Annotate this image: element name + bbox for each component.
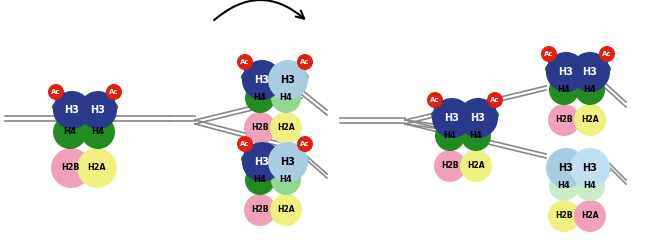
Text: H2B: H2B (555, 116, 573, 124)
Circle shape (541, 46, 557, 62)
Text: H4: H4 (584, 86, 597, 94)
Text: H3: H3 (445, 113, 460, 123)
Text: Ac: Ac (240, 141, 250, 147)
Text: H2B: H2B (252, 206, 268, 215)
Circle shape (427, 92, 443, 108)
Circle shape (461, 121, 491, 151)
Text: H3: H3 (471, 113, 486, 123)
Circle shape (570, 52, 610, 92)
Circle shape (51, 148, 91, 188)
Text: Ac: Ac (300, 141, 310, 147)
Text: H2A: H2A (277, 124, 295, 132)
Text: Ac: Ac (603, 51, 612, 57)
Text: Ac: Ac (51, 89, 60, 95)
Text: H2B: H2B (252, 124, 268, 132)
Text: H4: H4 (584, 182, 597, 190)
Circle shape (548, 200, 580, 232)
Text: H4: H4 (443, 131, 456, 141)
Circle shape (435, 121, 465, 151)
Text: H4: H4 (280, 176, 292, 185)
Circle shape (575, 75, 605, 105)
FancyArrowPatch shape (214, 0, 304, 20)
Circle shape (270, 194, 302, 226)
Circle shape (244, 194, 276, 226)
Text: Ac: Ac (240, 59, 250, 65)
Text: H3: H3 (582, 163, 597, 173)
Circle shape (570, 148, 610, 188)
Circle shape (549, 75, 579, 105)
Text: H2B: H2B (555, 212, 573, 220)
Text: H4: H4 (280, 93, 292, 102)
Text: H3: H3 (558, 67, 573, 77)
Circle shape (548, 104, 580, 136)
Circle shape (53, 115, 87, 149)
Text: H3: H3 (582, 67, 597, 77)
Circle shape (487, 92, 503, 108)
Circle shape (432, 98, 472, 138)
Text: H2A: H2A (581, 116, 599, 124)
Text: H2A: H2A (581, 212, 599, 220)
Text: H4: H4 (92, 127, 105, 136)
Circle shape (574, 104, 606, 136)
Circle shape (244, 112, 276, 144)
Circle shape (268, 142, 308, 182)
Circle shape (245, 83, 275, 113)
Text: Ac: Ac (544, 51, 554, 57)
Circle shape (575, 171, 605, 201)
Circle shape (245, 165, 275, 195)
Circle shape (268, 60, 308, 100)
Text: H4: H4 (558, 182, 571, 190)
Circle shape (549, 171, 579, 201)
Circle shape (574, 200, 606, 232)
Circle shape (546, 52, 586, 92)
Circle shape (48, 84, 64, 100)
Text: H2B: H2B (441, 161, 459, 171)
Circle shape (81, 115, 115, 149)
Circle shape (297, 136, 313, 152)
Text: H3: H3 (255, 157, 270, 167)
Circle shape (297, 54, 313, 70)
Circle shape (460, 150, 492, 182)
Circle shape (242, 142, 282, 182)
Text: H3: H3 (558, 163, 573, 173)
Circle shape (53, 91, 91, 129)
Circle shape (79, 91, 117, 129)
Circle shape (237, 54, 253, 70)
Text: H2B: H2B (62, 163, 80, 173)
Text: H3: H3 (281, 157, 296, 167)
Circle shape (77, 148, 117, 188)
Text: H2A: H2A (277, 206, 295, 215)
Text: H3: H3 (281, 75, 296, 85)
Text: H2A: H2A (88, 163, 107, 173)
Text: H3: H3 (90, 105, 105, 115)
Text: H4: H4 (254, 176, 266, 185)
Text: H3: H3 (64, 105, 79, 115)
Text: Ac: Ac (490, 97, 500, 103)
Circle shape (271, 83, 301, 113)
Circle shape (106, 84, 122, 100)
Circle shape (271, 165, 301, 195)
Text: H2A: H2A (467, 161, 485, 171)
Text: H4: H4 (254, 93, 266, 102)
Text: H3: H3 (255, 75, 270, 85)
Text: H4: H4 (558, 86, 571, 94)
Circle shape (434, 150, 466, 182)
Text: H4: H4 (469, 131, 482, 141)
Circle shape (546, 148, 586, 188)
Circle shape (242, 60, 282, 100)
Text: Ac: Ac (109, 89, 119, 95)
Circle shape (458, 98, 498, 138)
Circle shape (599, 46, 615, 62)
Text: Ac: Ac (430, 97, 440, 103)
Circle shape (237, 136, 253, 152)
Text: H4: H4 (64, 127, 77, 136)
Text: Ac: Ac (300, 59, 310, 65)
Circle shape (270, 112, 302, 144)
